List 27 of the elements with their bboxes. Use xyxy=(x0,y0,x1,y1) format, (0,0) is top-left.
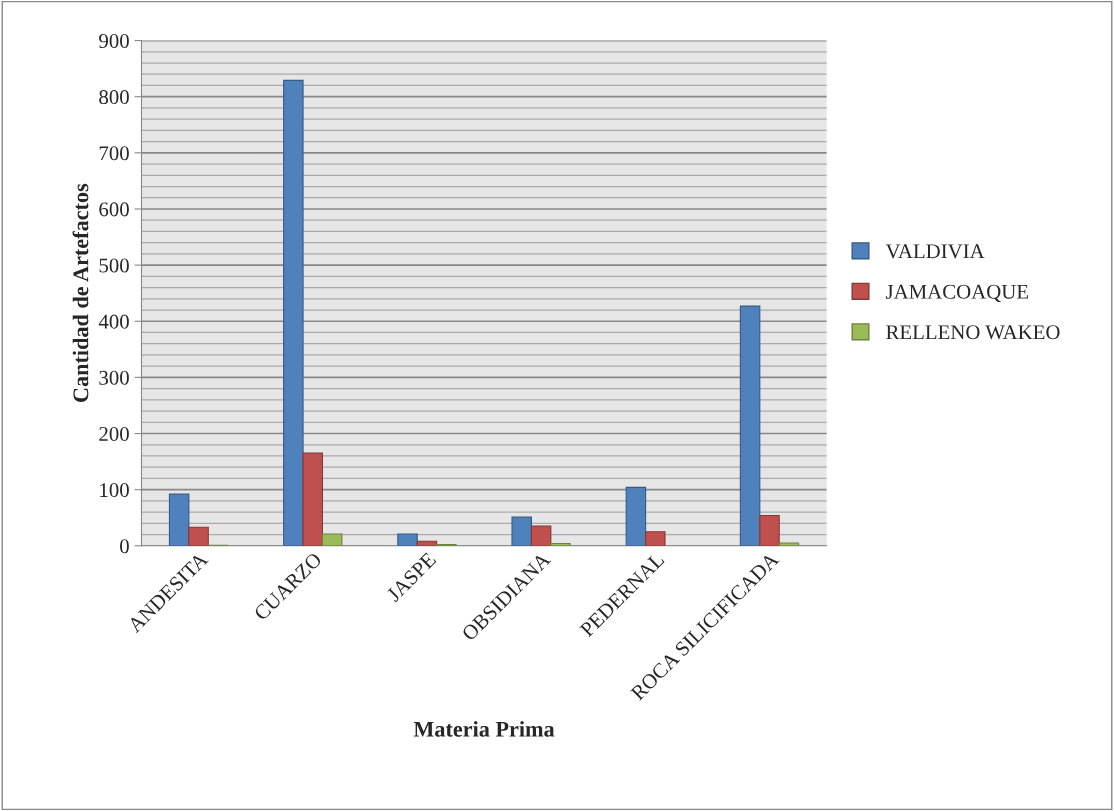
y-tick-label: 700 xyxy=(99,146,129,161)
bar xyxy=(739,305,761,546)
bar xyxy=(397,533,418,546)
bar xyxy=(188,526,209,546)
y-tick-label: 800 xyxy=(99,90,129,105)
bar xyxy=(321,533,343,546)
y-tick-label: 600 xyxy=(99,202,129,217)
bar xyxy=(645,531,666,546)
bar xyxy=(302,452,324,546)
bar xyxy=(530,525,552,546)
y-tick-label: 500 xyxy=(99,258,129,273)
y-tick-label: 300 xyxy=(99,370,129,385)
legend-label: JAMACOAQUE xyxy=(885,284,1029,302)
x-axis-title: Materia Prima xyxy=(413,721,555,737)
y-axis-title: Cantidad de Artefactos xyxy=(72,183,89,402)
bar xyxy=(759,514,780,546)
bar xyxy=(625,486,647,546)
bar xyxy=(283,79,304,546)
y-tick-label: 900 xyxy=(99,33,129,48)
bar xyxy=(168,493,190,546)
bar xyxy=(511,516,532,546)
legend-label: RELLENO WAKEO xyxy=(886,325,1060,340)
y-tick-label: 0 xyxy=(120,539,129,554)
y-tick-label: 100 xyxy=(100,483,129,498)
y-tick-label: 200 xyxy=(99,426,129,441)
y-tick-label: 400 xyxy=(98,314,129,329)
legend-label: VALDIVIA xyxy=(885,244,985,259)
